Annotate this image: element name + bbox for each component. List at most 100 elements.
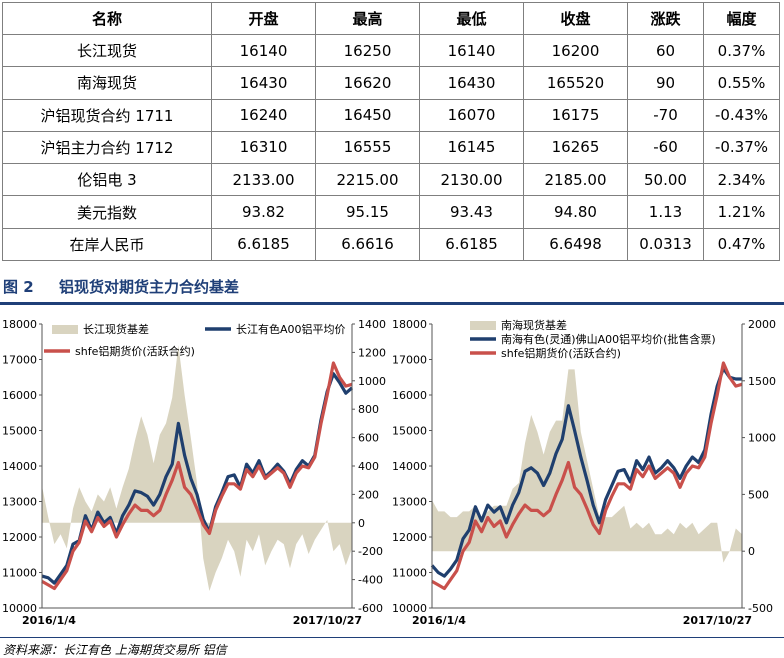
col-header-low: 最低 — [419, 2, 524, 35]
cell-open: 16140 — [211, 33, 316, 68]
left-tick-label: 11000 — [392, 567, 427, 580]
cell-change: -60 — [627, 130, 704, 165]
futures-price-line — [41, 361, 353, 591]
cell-name: 沪铝现货合约 1711 — [2, 98, 212, 132]
cell-change: 90 — [627, 66, 704, 100]
futures-price-line — [431, 361, 743, 591]
left-tick-label: 18000 — [2, 318, 37, 331]
figure-number: 图 2 — [3, 278, 34, 296]
cell-open: 6.6185 — [211, 227, 316, 262]
legend-label: 南海有色(灵通)佛山A00铝平均价(批售含票) — [501, 332, 716, 346]
cell-open: 2133.00 — [211, 163, 316, 197]
title-divider — [0, 302, 784, 305]
table-row: 南海现货 16430 16620 16430 165520 90 0.55% — [2, 66, 780, 100]
cell-close: 16200 — [523, 33, 628, 68]
cell-low: 16070 — [419, 98, 524, 132]
legend-label: shfe铝期货价(活跃合约) — [75, 344, 195, 358]
right-tick-label: 200 — [358, 488, 379, 501]
col-header-change: 涨跌 — [627, 2, 704, 35]
left-tick-label: 16000 — [2, 389, 37, 402]
cell-name: 美元指数 — [2, 195, 212, 229]
cell-pct: 0.55% — [703, 66, 780, 100]
nanhai-basis-chart: 1800017000160001500014000130001200011000… — [392, 318, 776, 627]
right-tick-label: 1000 — [358, 375, 386, 388]
legend-label: 南海现货基差 — [501, 318, 567, 332]
cell-change: 60 — [627, 33, 704, 68]
bottom-divider — [0, 637, 784, 638]
changjiang-basis-chart: 1800017000160001500014000130001200011000… — [2, 318, 386, 627]
col-header-name: 名称 — [2, 2, 212, 35]
left-tick-label: 13000 — [2, 496, 37, 509]
left-tick-label: 12000 — [2, 531, 37, 544]
right-tick-label: 0 — [748, 545, 755, 558]
cell-low: 2130.00 — [419, 163, 524, 197]
cell-pct: -0.43% — [703, 98, 780, 132]
table-row: 美元指数 93.82 95.15 93.43 94.80 1.13 1.21% — [2, 195, 780, 229]
cell-open: 16310 — [211, 130, 316, 165]
left-tick-label: 12000 — [392, 531, 427, 544]
cell-high: 16620 — [315, 66, 420, 100]
table-row: 长江现货 16140 16250 16140 16200 60 0.37% — [2, 33, 780, 68]
left-tick-label: 17000 — [392, 354, 427, 367]
col-header-pct: 幅度 — [703, 2, 780, 35]
cell-low: 16145 — [419, 130, 524, 165]
left-tick-label: 17000 — [2, 354, 37, 367]
cell-pct: 2.34% — [703, 163, 780, 197]
cell-close: 94.80 — [523, 195, 628, 229]
table-row: 在岸人民币 6.6185 6.6616 6.6185 6.6498 0.0313… — [2, 227, 780, 262]
cell-open: 16430 — [211, 66, 316, 100]
basis-area — [42, 345, 352, 591]
left-tick-label: 10000 — [2, 602, 37, 615]
right-tick-label: 600 — [358, 432, 379, 445]
x-tick-label: 2017/10/27 — [683, 614, 752, 627]
right-tick-label: -600 — [358, 602, 383, 615]
right-tick-label: 1000 — [748, 432, 776, 445]
cell-open: 93.82 — [211, 195, 316, 229]
col-header-open: 开盘 — [211, 2, 316, 35]
x-tick-label: 2016/1/4 — [412, 614, 466, 627]
left-tick-label: 10000 — [392, 602, 427, 615]
cell-low: 6.6185 — [419, 227, 524, 262]
cell-change: 0.0313 — [627, 227, 704, 262]
figure-caption: 铝现货对期货主力合约基差 — [59, 278, 240, 296]
cell-close: 16175 — [523, 98, 628, 132]
right-tick-label: 2000 — [748, 318, 776, 331]
col-header-high: 最高 — [315, 2, 420, 35]
cell-pct: 0.47% — [703, 227, 780, 262]
table-header-row: 名称 开盘 最高 最低 收盘 涨跌 幅度 — [2, 2, 780, 35]
cell-close: 6.6498 — [523, 227, 628, 262]
right-tick-label: -500 — [748, 602, 773, 615]
cell-high: 95.15 — [315, 195, 420, 229]
table-row: 沪铝主力合约 1712 16310 16555 16145 16265 -60 … — [2, 130, 780, 165]
left-tick-label: 14000 — [2, 460, 37, 473]
right-tick-label: 1200 — [358, 346, 386, 359]
cell-name: 在岸人民币 — [2, 227, 212, 262]
cell-name: 南海现货 — [2, 66, 212, 100]
right-tick-label: 0 — [358, 517, 365, 530]
legend-swatch — [470, 321, 496, 330]
left-tick-label: 11000 — [2, 567, 37, 580]
cell-change: 1.13 — [627, 195, 704, 229]
table-row: 伦铝电 3 2133.00 2215.00 2130.00 2185.00 50… — [2, 163, 780, 197]
basis-charts: 1800017000160001500014000130001200011000… — [2, 318, 776, 627]
right-tick-label: -400 — [358, 574, 383, 587]
right-tick-label: 400 — [358, 460, 379, 473]
x-tick-label: 2017/10/27 — [293, 614, 362, 627]
cell-high: 2215.00 — [315, 163, 420, 197]
cell-change: 50.00 — [627, 163, 704, 197]
table-row: 沪铝现货合约 1711 16240 16450 16070 16175 -70 … — [2, 98, 780, 132]
cell-low: 16430 — [419, 66, 524, 100]
right-tick-label: 500 — [748, 488, 769, 501]
source-note: 资料来源：长江有色 上海期货交易所 铝信 — [3, 643, 227, 657]
quote-table: 名称 开盘 最高 最低 收盘 涨跌 幅度 长江现货 16140 16250 16… — [2, 2, 780, 262]
x-tick-label: 2016/1/4 — [22, 614, 76, 627]
left-tick-label: 13000 — [392, 496, 427, 509]
cell-name: 伦铝电 3 — [2, 163, 212, 197]
left-tick-label: 14000 — [392, 460, 427, 473]
cell-name: 沪铝主力合约 1712 — [2, 130, 212, 165]
cell-close: 2185.00 — [523, 163, 628, 197]
figure-title: 图 2 铝现货对期货主力合约基差 — [3, 276, 239, 297]
spot-price-line — [430, 366, 742, 578]
left-tick-label: 16000 — [392, 389, 427, 402]
right-tick-label: -200 — [358, 545, 383, 558]
